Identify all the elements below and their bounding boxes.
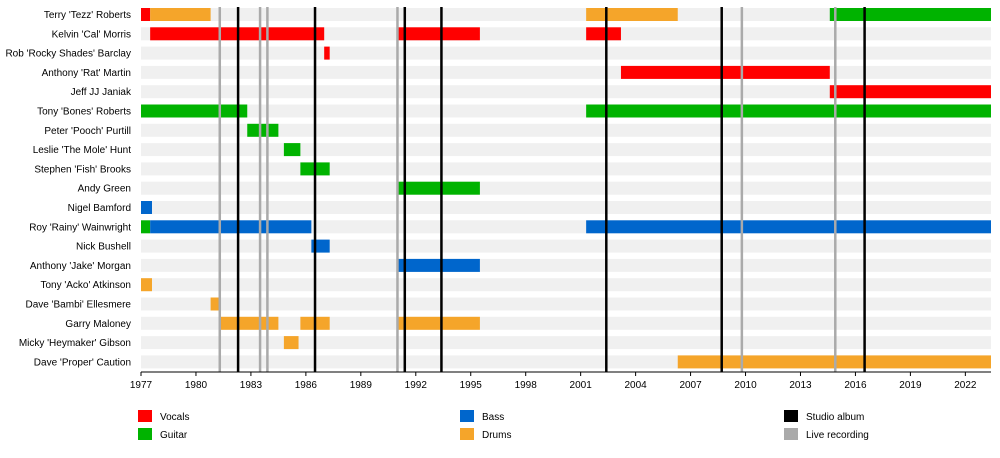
member-name-label: Garry Maloney bbox=[65, 319, 131, 330]
x-axis-tick-label: 2010 bbox=[734, 380, 757, 391]
membership-bar-vocals bbox=[324, 46, 330, 60]
membership-bar-vocals bbox=[141, 8, 151, 21]
x-axis-tick-label: 2016 bbox=[844, 380, 867, 391]
x-axis-tick-label: 2004 bbox=[624, 380, 647, 391]
member-name-label: Stephen 'Fish' Brooks bbox=[34, 164, 131, 175]
membership-bar-guitar bbox=[141, 104, 248, 118]
member-name-label: Roy 'Rainy' Wainwright bbox=[29, 222, 131, 233]
row-background bbox=[141, 201, 991, 214]
x-axis-tick-label: 1983 bbox=[240, 380, 263, 391]
member-name-label: Tony 'Acko' Atkinson bbox=[40, 280, 131, 291]
membership-bar-vocals bbox=[620, 65, 830, 79]
membership-bar-guitar bbox=[829, 8, 991, 21]
member-name-label: Nick Bushell bbox=[76, 242, 131, 253]
legend-studio-album-label: Studio album bbox=[806, 412, 864, 423]
membership-bar-bass bbox=[397, 258, 480, 272]
row-background bbox=[141, 258, 991, 272]
x-axis-tick-label: 1977 bbox=[130, 380, 153, 391]
row-background bbox=[141, 316, 991, 330]
member-name-label: Anthony 'Jake' Morgan bbox=[30, 261, 131, 272]
membership-bar-vocals bbox=[586, 27, 621, 41]
member-name-label: Leslie 'The Mole' Hunt bbox=[33, 145, 132, 156]
x-axis-tick-label: 2019 bbox=[899, 380, 922, 391]
row-backgrounds bbox=[141, 8, 991, 369]
membership-bar-bass bbox=[141, 201, 152, 214]
legend-live-recording-swatch bbox=[784, 428, 798, 440]
member-name-label: Nigel Bamford bbox=[68, 203, 131, 214]
membership-bar-drums bbox=[150, 8, 211, 21]
x-axis-tick-label: 1998 bbox=[515, 380, 538, 391]
x-axis-tick-label: 1992 bbox=[405, 380, 428, 391]
row-background bbox=[141, 239, 991, 253]
event-lines bbox=[218, 7, 866, 372]
legend-vocals-swatch bbox=[138, 410, 152, 422]
row-background bbox=[141, 336, 991, 350]
membership-bar-drums bbox=[397, 316, 480, 330]
member-name-label: Peter 'Pooch' Purtill bbox=[44, 126, 131, 137]
membership-bar-guitar bbox=[283, 143, 301, 157]
membership-bar-guitar bbox=[141, 220, 151, 234]
x-axis-tick-label: 1980 bbox=[185, 380, 208, 391]
member-labels: Terry 'Tezz' Roberts Kelvin 'Cal' Morris R… bbox=[5, 10, 132, 368]
membership-bar-guitar bbox=[397, 181, 480, 195]
row-background bbox=[141, 278, 991, 292]
membership-bar-drums bbox=[219, 316, 279, 330]
row-background bbox=[141, 143, 991, 157]
x-axis-tick-label: 1995 bbox=[460, 380, 483, 391]
row-background bbox=[141, 181, 991, 195]
legend-studio-album-swatch bbox=[784, 410, 798, 422]
member-name-label: Rob 'Rocky Shades' Barclay bbox=[5, 49, 131, 60]
legend-live-recording-label: Live recording bbox=[806, 430, 869, 441]
legend: Vocals Guitar Bass Drums Studio album Live re… bbox=[138, 410, 869, 441]
legend-drums-label: Drums bbox=[482, 430, 511, 441]
legend-vocals-label: Vocals bbox=[160, 412, 189, 423]
row-background bbox=[141, 297, 991, 311]
row-background bbox=[141, 85, 991, 99]
x-axis-tick-label: 2007 bbox=[679, 380, 702, 391]
membership-bar-vocals bbox=[397, 27, 480, 41]
legend-guitar-swatch bbox=[138, 428, 152, 440]
membership-bar-drums bbox=[586, 8, 678, 21]
legend-drums-swatch bbox=[460, 428, 474, 440]
row-background bbox=[141, 8, 991, 21]
membership-bar-guitar bbox=[586, 104, 991, 118]
membership-bar-bass bbox=[586, 220, 991, 234]
member-name-label: Terry 'Tezz' Roberts bbox=[44, 10, 131, 21]
legend-bass-swatch bbox=[460, 410, 474, 422]
member-name-label: Dave 'Bambi' Ellesmere bbox=[25, 300, 131, 311]
x-axis-tick-label: 2013 bbox=[789, 380, 812, 391]
x-axis-tick-label: 1986 bbox=[295, 380, 318, 391]
member-name-label: Tony 'Bones' Roberts bbox=[37, 107, 131, 118]
member-name-label: Jeff JJ Janiak bbox=[71, 87, 132, 98]
membership-bar-vocals bbox=[829, 85, 991, 99]
x-axis-tick-label: 1989 bbox=[350, 380, 373, 391]
member-name-label: Andy Green bbox=[78, 184, 131, 195]
membership-bar-drums bbox=[210, 297, 220, 311]
row-background bbox=[141, 46, 991, 60]
legend-guitar-label: Guitar bbox=[160, 430, 188, 441]
member-name-label: Anthony 'Rat' Martin bbox=[42, 68, 131, 79]
row-background bbox=[141, 162, 991, 176]
x-axis-tick-label: 2001 bbox=[570, 380, 593, 391]
member-name-label: Micky 'Heymaker' Gibson bbox=[19, 338, 131, 349]
member-name-label: Kelvin 'Cal' Morris bbox=[52, 29, 131, 40]
membership-bar-drums bbox=[141, 278, 152, 292]
membership-bar-drums bbox=[283, 336, 299, 350]
legend-bass-label: Bass bbox=[482, 412, 504, 423]
membership-bar-guitar bbox=[247, 123, 279, 137]
row-background bbox=[141, 123, 991, 137]
membership-bar-bass bbox=[150, 220, 312, 234]
row-background bbox=[141, 27, 991, 41]
member-name-label: Dave 'Proper' Caution bbox=[34, 357, 131, 368]
x-axis: 1977 1980 1983 1986 1989 1992 1995 1998 2001 2004… bbox=[130, 371, 991, 391]
x-axis-tick-label: 2022 bbox=[954, 380, 977, 391]
